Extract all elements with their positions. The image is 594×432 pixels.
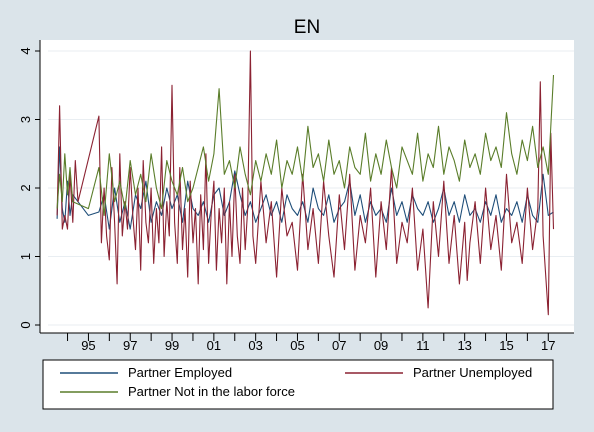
x-tick-label-3: 01 bbox=[207, 338, 221, 353]
x-tick-label-0: 95 bbox=[81, 338, 95, 353]
x-tick-label-7: 09 bbox=[374, 338, 388, 353]
legend-label-2: Partner Not in the labor force bbox=[128, 384, 295, 399]
x-tick-label-4: 03 bbox=[248, 338, 262, 353]
y-tick-label-0: 0 bbox=[18, 321, 33, 328]
legend: Partner Employed Partner Unemployed Partne… bbox=[60, 365, 532, 399]
series-line-2 bbox=[56, 74, 555, 216]
x-tick-label-10: 15 bbox=[499, 338, 513, 353]
x-tick-label-11: 17 bbox=[541, 338, 555, 353]
y-tick-label-3: 3 bbox=[18, 116, 33, 123]
series-lines bbox=[56, 50, 555, 316]
legend-label-0: Partner Employed bbox=[128, 365, 232, 380]
y-tick-label-2: 2 bbox=[18, 184, 33, 191]
plot-area bbox=[40, 40, 574, 333]
gridlines bbox=[48, 50, 574, 326]
y-tick-label-4: 4 bbox=[18, 47, 33, 54]
x-tick-label-1: 97 bbox=[123, 338, 137, 353]
x-tick-label-2: 99 bbox=[165, 338, 179, 353]
x-tick-label-9: 13 bbox=[457, 338, 471, 353]
series-line-1 bbox=[56, 50, 555, 316]
x-tick-label-6: 07 bbox=[332, 338, 346, 353]
x-tick-label-5: 05 bbox=[290, 338, 304, 353]
legend-label-1: Partner Unemployed bbox=[413, 365, 532, 380]
x-tick-label-8: 11 bbox=[416, 338, 430, 353]
legend-box bbox=[42, 359, 554, 410]
y-tick-label-1: 1 bbox=[18, 253, 33, 260]
chart-title: EN bbox=[294, 17, 320, 38]
